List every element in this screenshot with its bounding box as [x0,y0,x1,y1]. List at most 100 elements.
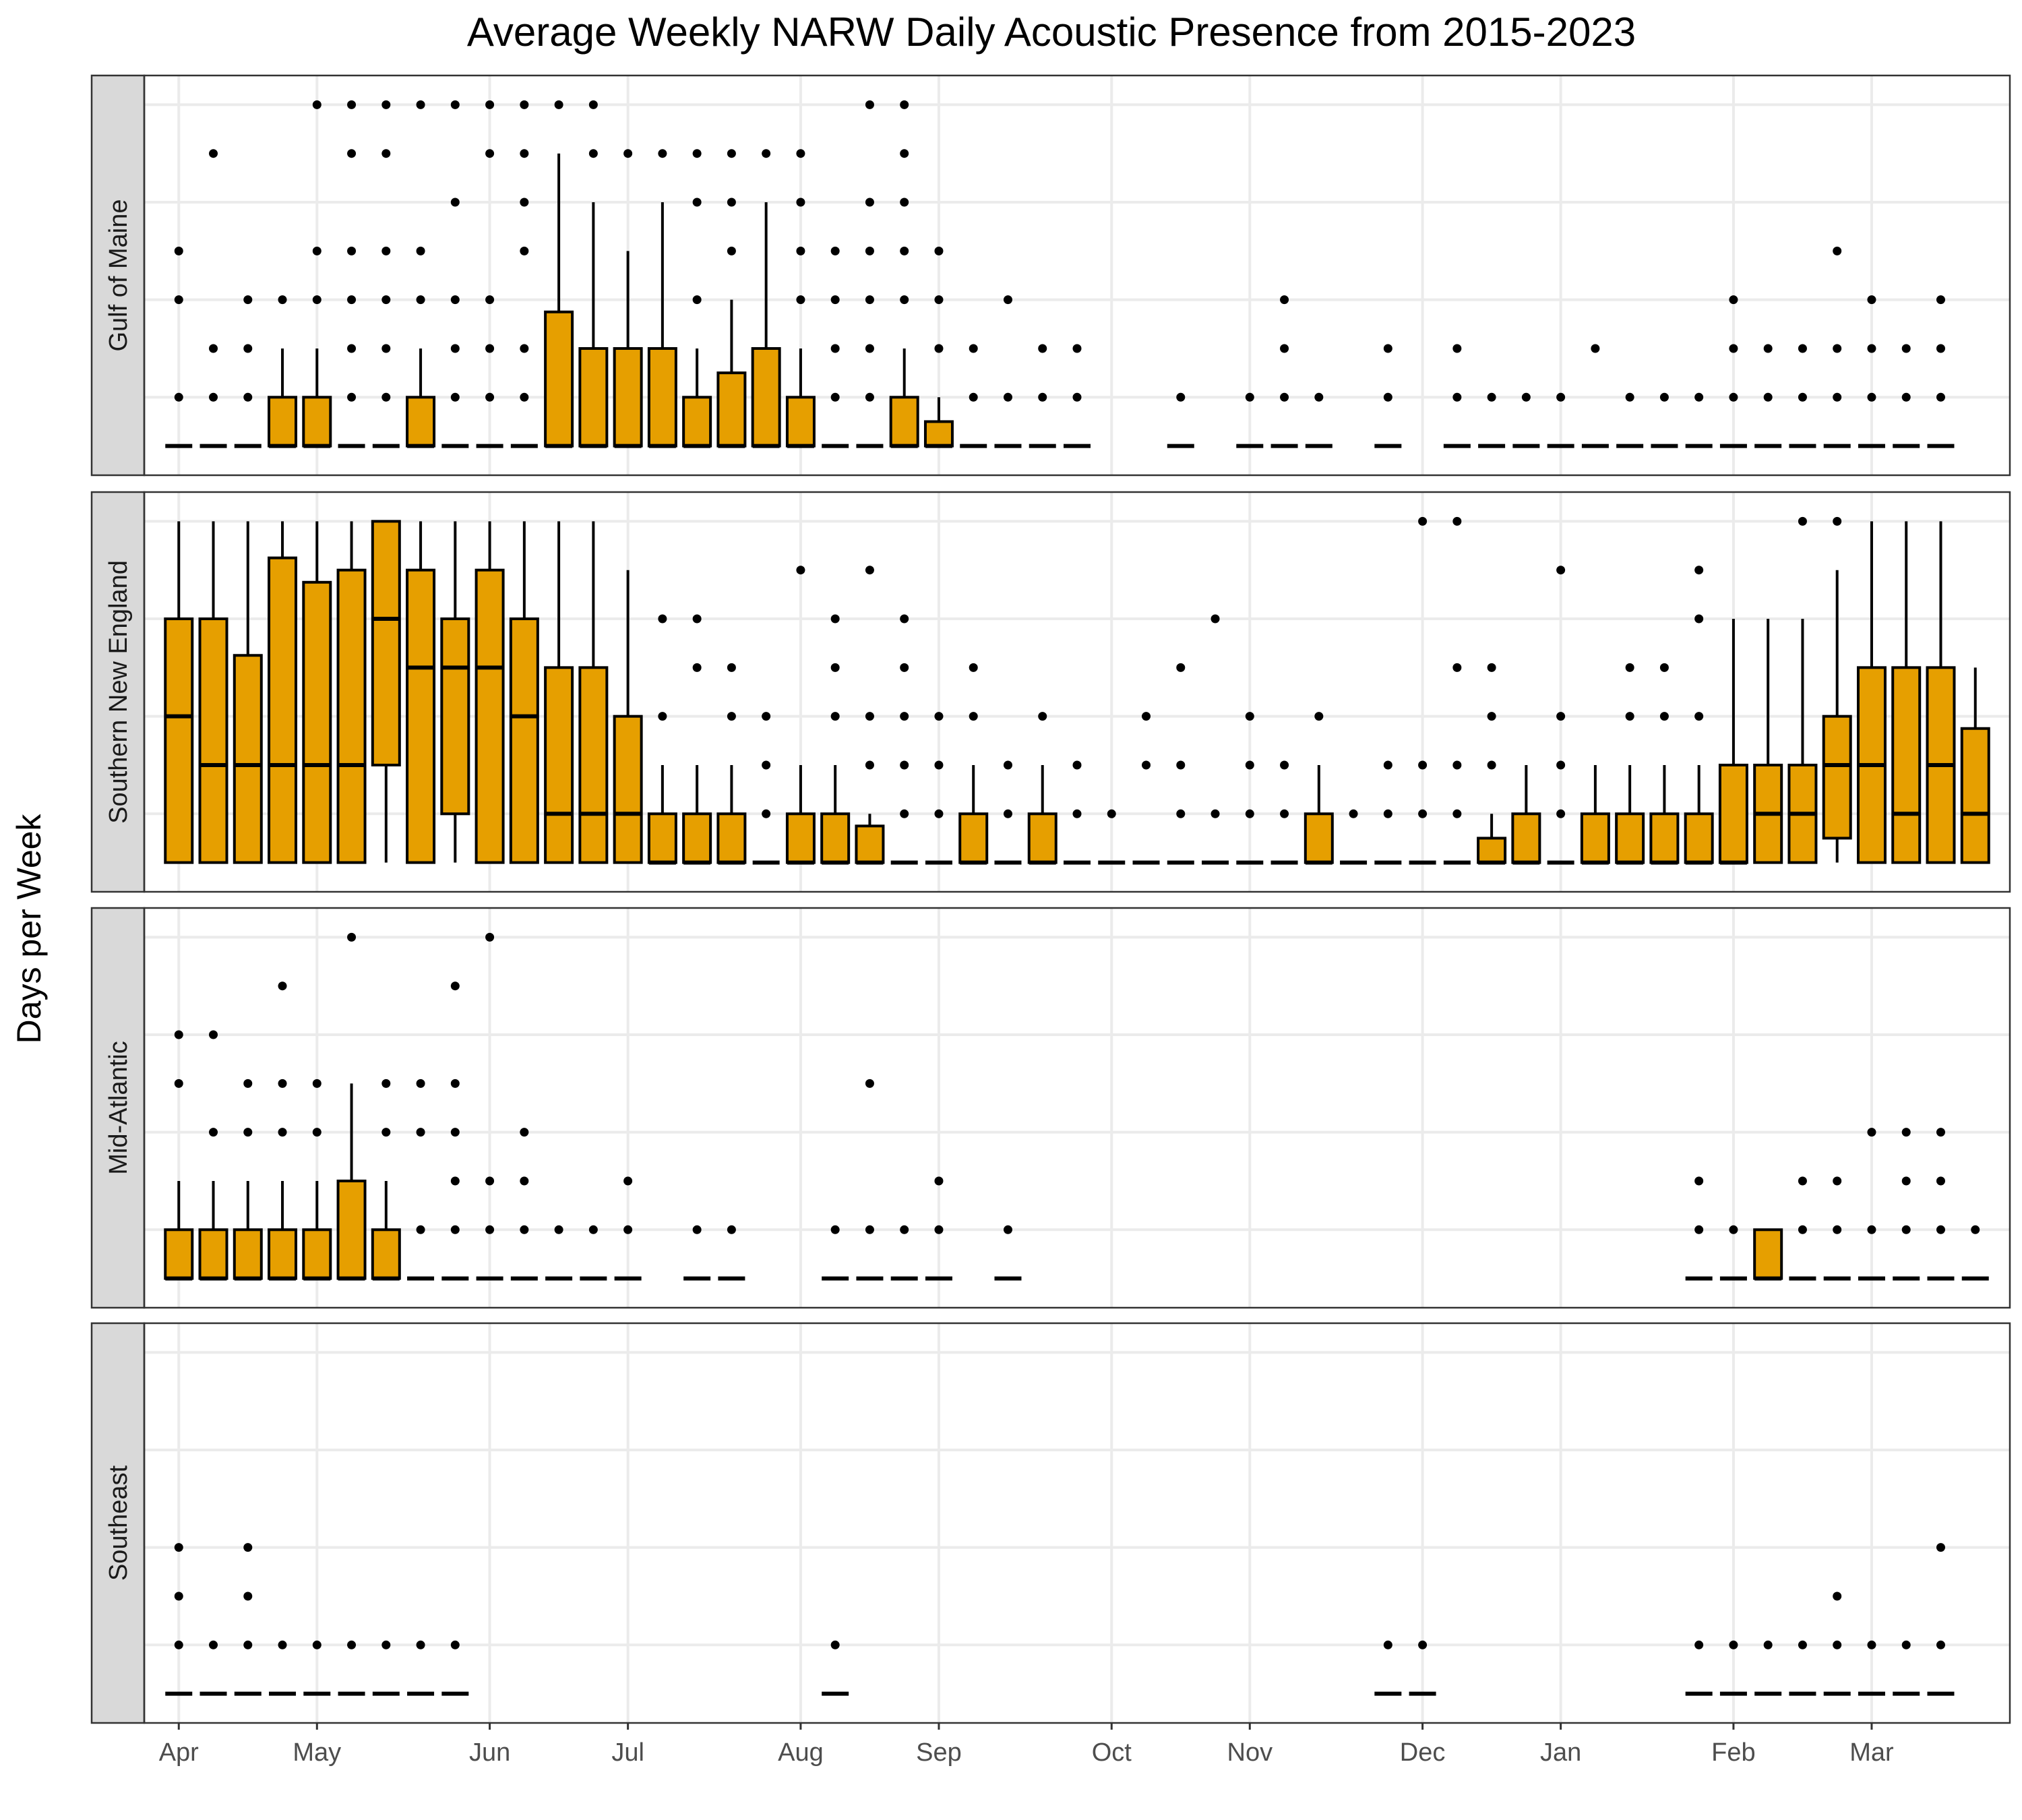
box-week-44 [1685,1640,1713,1696]
outlier-point [623,149,633,158]
outlier-point [1211,809,1220,818]
outlier-point [830,1225,840,1234]
outlier-point [1038,344,1047,353]
outlier-point [485,1176,495,1186]
outlier-point [278,1128,287,1137]
x-tick-label: Mar [1849,1738,1894,1767]
outlier-point [1211,614,1220,624]
outlier-point [520,149,529,158]
outlier-point [865,712,874,721]
outlier-point [934,809,944,818]
outlier-point [243,1543,253,1552]
box-week-12 [578,100,609,448]
box-iqr [1615,812,1645,864]
box-week-49 [1858,1128,1885,1281]
outlier-point [1487,392,1496,402]
panels: 1357Gulf of Maine1357Southern New Englan… [90,74,2011,1724]
box-week-38 [1477,663,1507,865]
outlier-point [174,1030,183,1039]
box-week-1 [198,521,228,864]
outlier-point [1418,1640,1428,1649]
box-iqr [785,812,816,864]
box-iqr [613,346,643,448]
outlier-point [934,1176,944,1186]
box-week-45 [1719,1225,1747,1281]
outlier-point [727,198,736,207]
box-iqr [785,396,816,448]
outlier-point [900,712,909,721]
box-week-43 [1649,663,1680,865]
outlier-point [762,149,771,158]
outlier-point [243,1079,253,1088]
panel-mid-atlantic: 1357Mid-Atlantic [90,907,2011,1309]
outlier-point [1833,1640,1842,1649]
outlier-point [900,198,909,207]
box-week-22 [925,1176,952,1281]
outlier-point [450,1176,460,1186]
outlier-point [1936,344,1945,353]
outlier-point [830,663,840,672]
outlier-point [1659,712,1669,721]
box-week-35 [1374,760,1402,865]
box-week-24 [994,295,1022,448]
panel-label: Southeast [104,1465,133,1581]
box-week-11 [544,100,574,448]
outlier-point [1901,344,1911,353]
outlier-point [692,663,702,672]
box-iqr [233,654,263,864]
box-week-10 [510,100,538,448]
outlier-point [1659,392,1669,402]
outlier-point [900,149,909,158]
box-week-23 [960,344,987,448]
outlier-point [1971,1225,1980,1234]
box-week-47 [1789,1640,1816,1696]
panel-label: Southern New England [104,560,133,824]
outlier-point [762,712,771,721]
box-week-8 [441,1640,469,1696]
outlier-point [727,663,736,672]
outlier-point [1936,1128,1945,1137]
outlier-point [1798,516,1807,526]
outlier-point [1176,809,1186,818]
panel-border [143,74,2011,477]
outlier-point [934,246,944,255]
box-iqr [923,420,954,448]
box-week-39 [1511,764,1541,865]
box-week-44 [1685,1176,1713,1281]
outlier-point [796,198,805,207]
outlier-point [209,1640,218,1649]
x-tick-label: Jan [1540,1738,1581,1767]
outlier-point [1556,809,1566,818]
box-week-3 [269,1640,297,1696]
outlier-point [900,760,909,770]
panel-strip [90,491,146,893]
outlier-point [900,1225,909,1234]
outlier-point [347,344,357,353]
outlier-point [1521,392,1531,402]
outlier-point [485,344,495,353]
outlier-point [485,295,495,305]
outlier-point [1487,760,1496,770]
outlier-point [1763,392,1773,402]
box-week-46 [1754,1640,1782,1696]
box-week-6 [371,520,401,863]
box-iqr [406,568,436,864]
outlier-point [865,295,874,305]
outlier-point [381,1079,391,1088]
box-week-21 [890,614,918,865]
box-week-32 [1270,760,1298,865]
box-iqr [1822,715,1852,840]
outlier-point [1383,1640,1392,1649]
box-week-11 [544,521,574,864]
box-week-2 [234,295,262,448]
box-week-19 [822,1225,849,1281]
box-week-31 [1236,392,1264,448]
outlier-point [1936,1640,1945,1649]
outlier-point [658,712,667,721]
outlier-point [450,198,460,207]
box-week-12 [578,521,609,864]
outlier-point [692,614,702,624]
box-week-17 [752,712,780,865]
outlier-point [278,981,287,991]
